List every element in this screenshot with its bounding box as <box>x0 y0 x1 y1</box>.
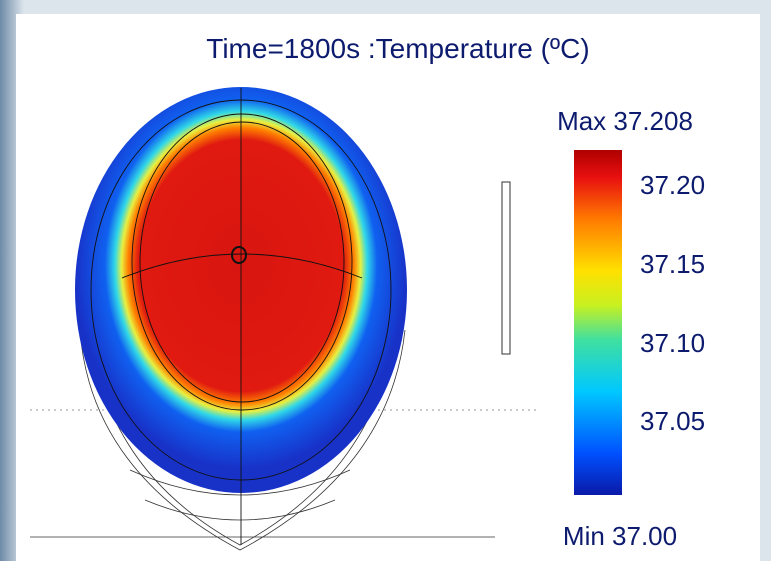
colorbar-label: 37.15 <box>640 249 705 279</box>
wireframe <box>30 329 495 551</box>
title: Time=1800s :Temperature (ºC) <box>206 33 589 64</box>
colorbar <box>574 150 622 495</box>
colorbar-label: 37.20 <box>640 170 705 200</box>
scale-bar <box>501 181 511 355</box>
head-outline <box>90 88 392 545</box>
colorbar-label: 37.05 <box>640 406 705 436</box>
colorbar-label: 37.10 <box>640 328 705 358</box>
max-label: Max 37.208 <box>557 106 693 136</box>
min-label: Min 37.00 <box>563 521 677 551</box>
